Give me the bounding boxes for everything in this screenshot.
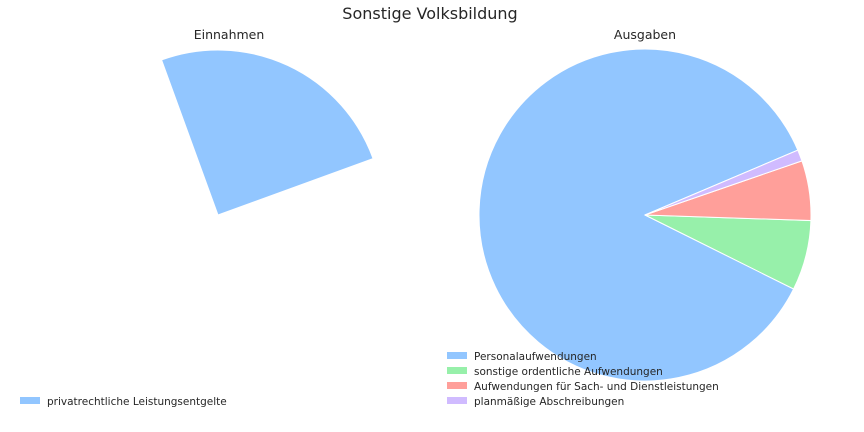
legend-ausgaben: Personalaufwendungen sonstige ordentliche… (447, 351, 719, 408)
pie-ausgaben-title: Ausgaben (614, 27, 676, 42)
pie-ausgaben-slice-4 (644, 149, 803, 216)
legend-einnahmen-label-1: privatrechtliche Leistungsentgelte (47, 396, 227, 408)
legend-ausgaben-swatch-2 (447, 367, 467, 374)
legend-ausgaben-swatch-1 (447, 352, 467, 359)
legend-ausgaben-label-2: sonstige ordentliche Aufwendungen (474, 366, 663, 378)
legend-einnahmen: privatrechtliche Leistungsentgelte (20, 396, 227, 408)
pie-einnahmen-title: Einnahmen (194, 27, 265, 42)
legend-ausgaben-swatch-4 (447, 397, 467, 404)
pie-einnahmen-slice-1 (160, 49, 374, 216)
legend-ausgaben-label-1: Personalaufwendungen (474, 351, 597, 363)
legend-ausgaben-label-4: planmäßige Abschreibungen (474, 396, 624, 408)
pie-ausgaben (478, 48, 812, 382)
pie-einnahmen (160, 49, 374, 216)
legend-ausgaben-swatch-3 (447, 382, 467, 389)
chart-title: Sonstige Volksbildung (342, 4, 517, 23)
legend-einnahmen-swatch-1 (20, 397, 40, 404)
legend-ausgaben-label-3: Aufwendungen für Sach- und Dienstleistun… (474, 381, 719, 393)
pie-ausgaben-slice-1 (478, 48, 799, 382)
